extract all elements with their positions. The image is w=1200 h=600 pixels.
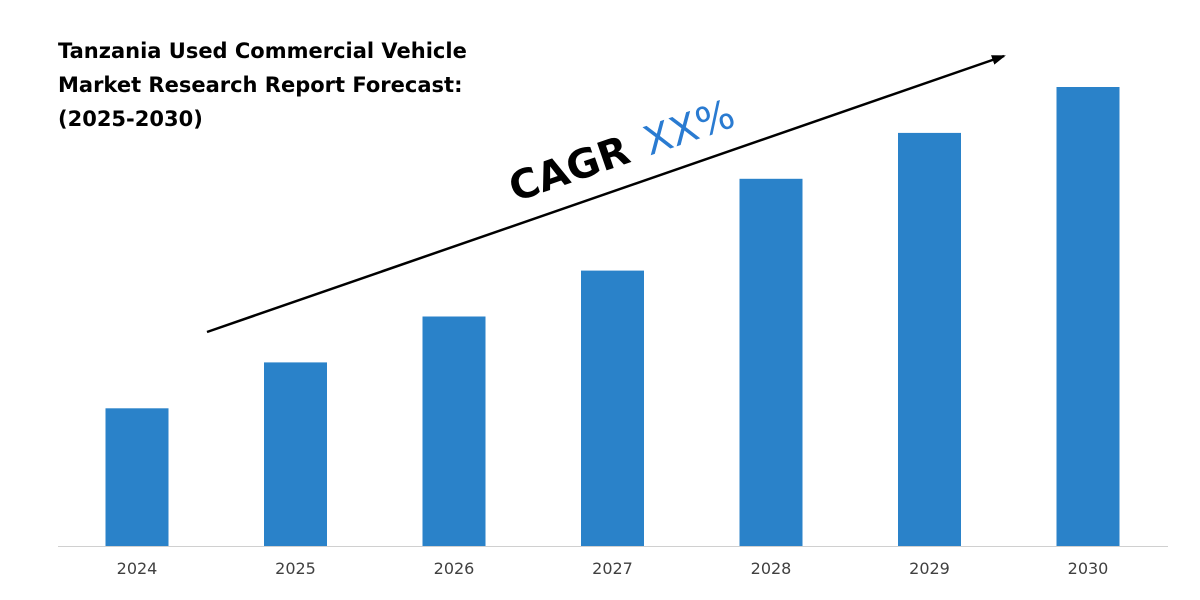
x-tick-label-2026: 2026: [434, 559, 475, 578]
bar-2030: [1056, 87, 1120, 546]
bar-2025: [264, 362, 327, 546]
chart-title: Tanzania Used Commercial Vehicle Market …: [58, 39, 467, 131]
cagr-value: XX%: [638, 91, 741, 165]
cagr-prefix: CAGR: [503, 128, 635, 212]
chart-title-line-2: Market Research Report Forecast:: [58, 73, 462, 97]
bar-2026: [422, 316, 486, 546]
x-tick-label-2027: 2027: [592, 559, 633, 578]
bar-2027: [581, 270, 644, 546]
bar-2029: [898, 132, 961, 546]
bar-2028: [739, 178, 803, 547]
bars-group: [105, 87, 1120, 547]
x-tick-label-2030: 2030: [1068, 559, 1109, 578]
bar-2024: [105, 408, 169, 546]
chart-title-line-3: (2025-2030): [58, 107, 203, 131]
growth-trend-arrow: [206, 54, 1006, 334]
cagr-annotation: CAGR XX%: [503, 91, 740, 211]
x-tick-label-2024: 2024: [117, 559, 158, 578]
chart-title-line-1: Tanzania Used Commercial Vehicle: [58, 39, 467, 63]
x-tick-labels: 2024 2025 2026 2027 2028 2029 2030: [117, 559, 1109, 578]
x-tick-label-2029: 2029: [909, 559, 950, 578]
x-tick-label-2025: 2025: [275, 559, 316, 578]
x-tick-label-2028: 2028: [751, 559, 792, 578]
